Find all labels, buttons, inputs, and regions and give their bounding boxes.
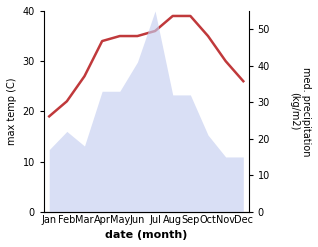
Y-axis label: med. precipitation
(kg/m2): med. precipitation (kg/m2) <box>289 67 311 156</box>
Y-axis label: max temp (C): max temp (C) <box>7 78 17 145</box>
X-axis label: date (month): date (month) <box>105 230 187 240</box>
